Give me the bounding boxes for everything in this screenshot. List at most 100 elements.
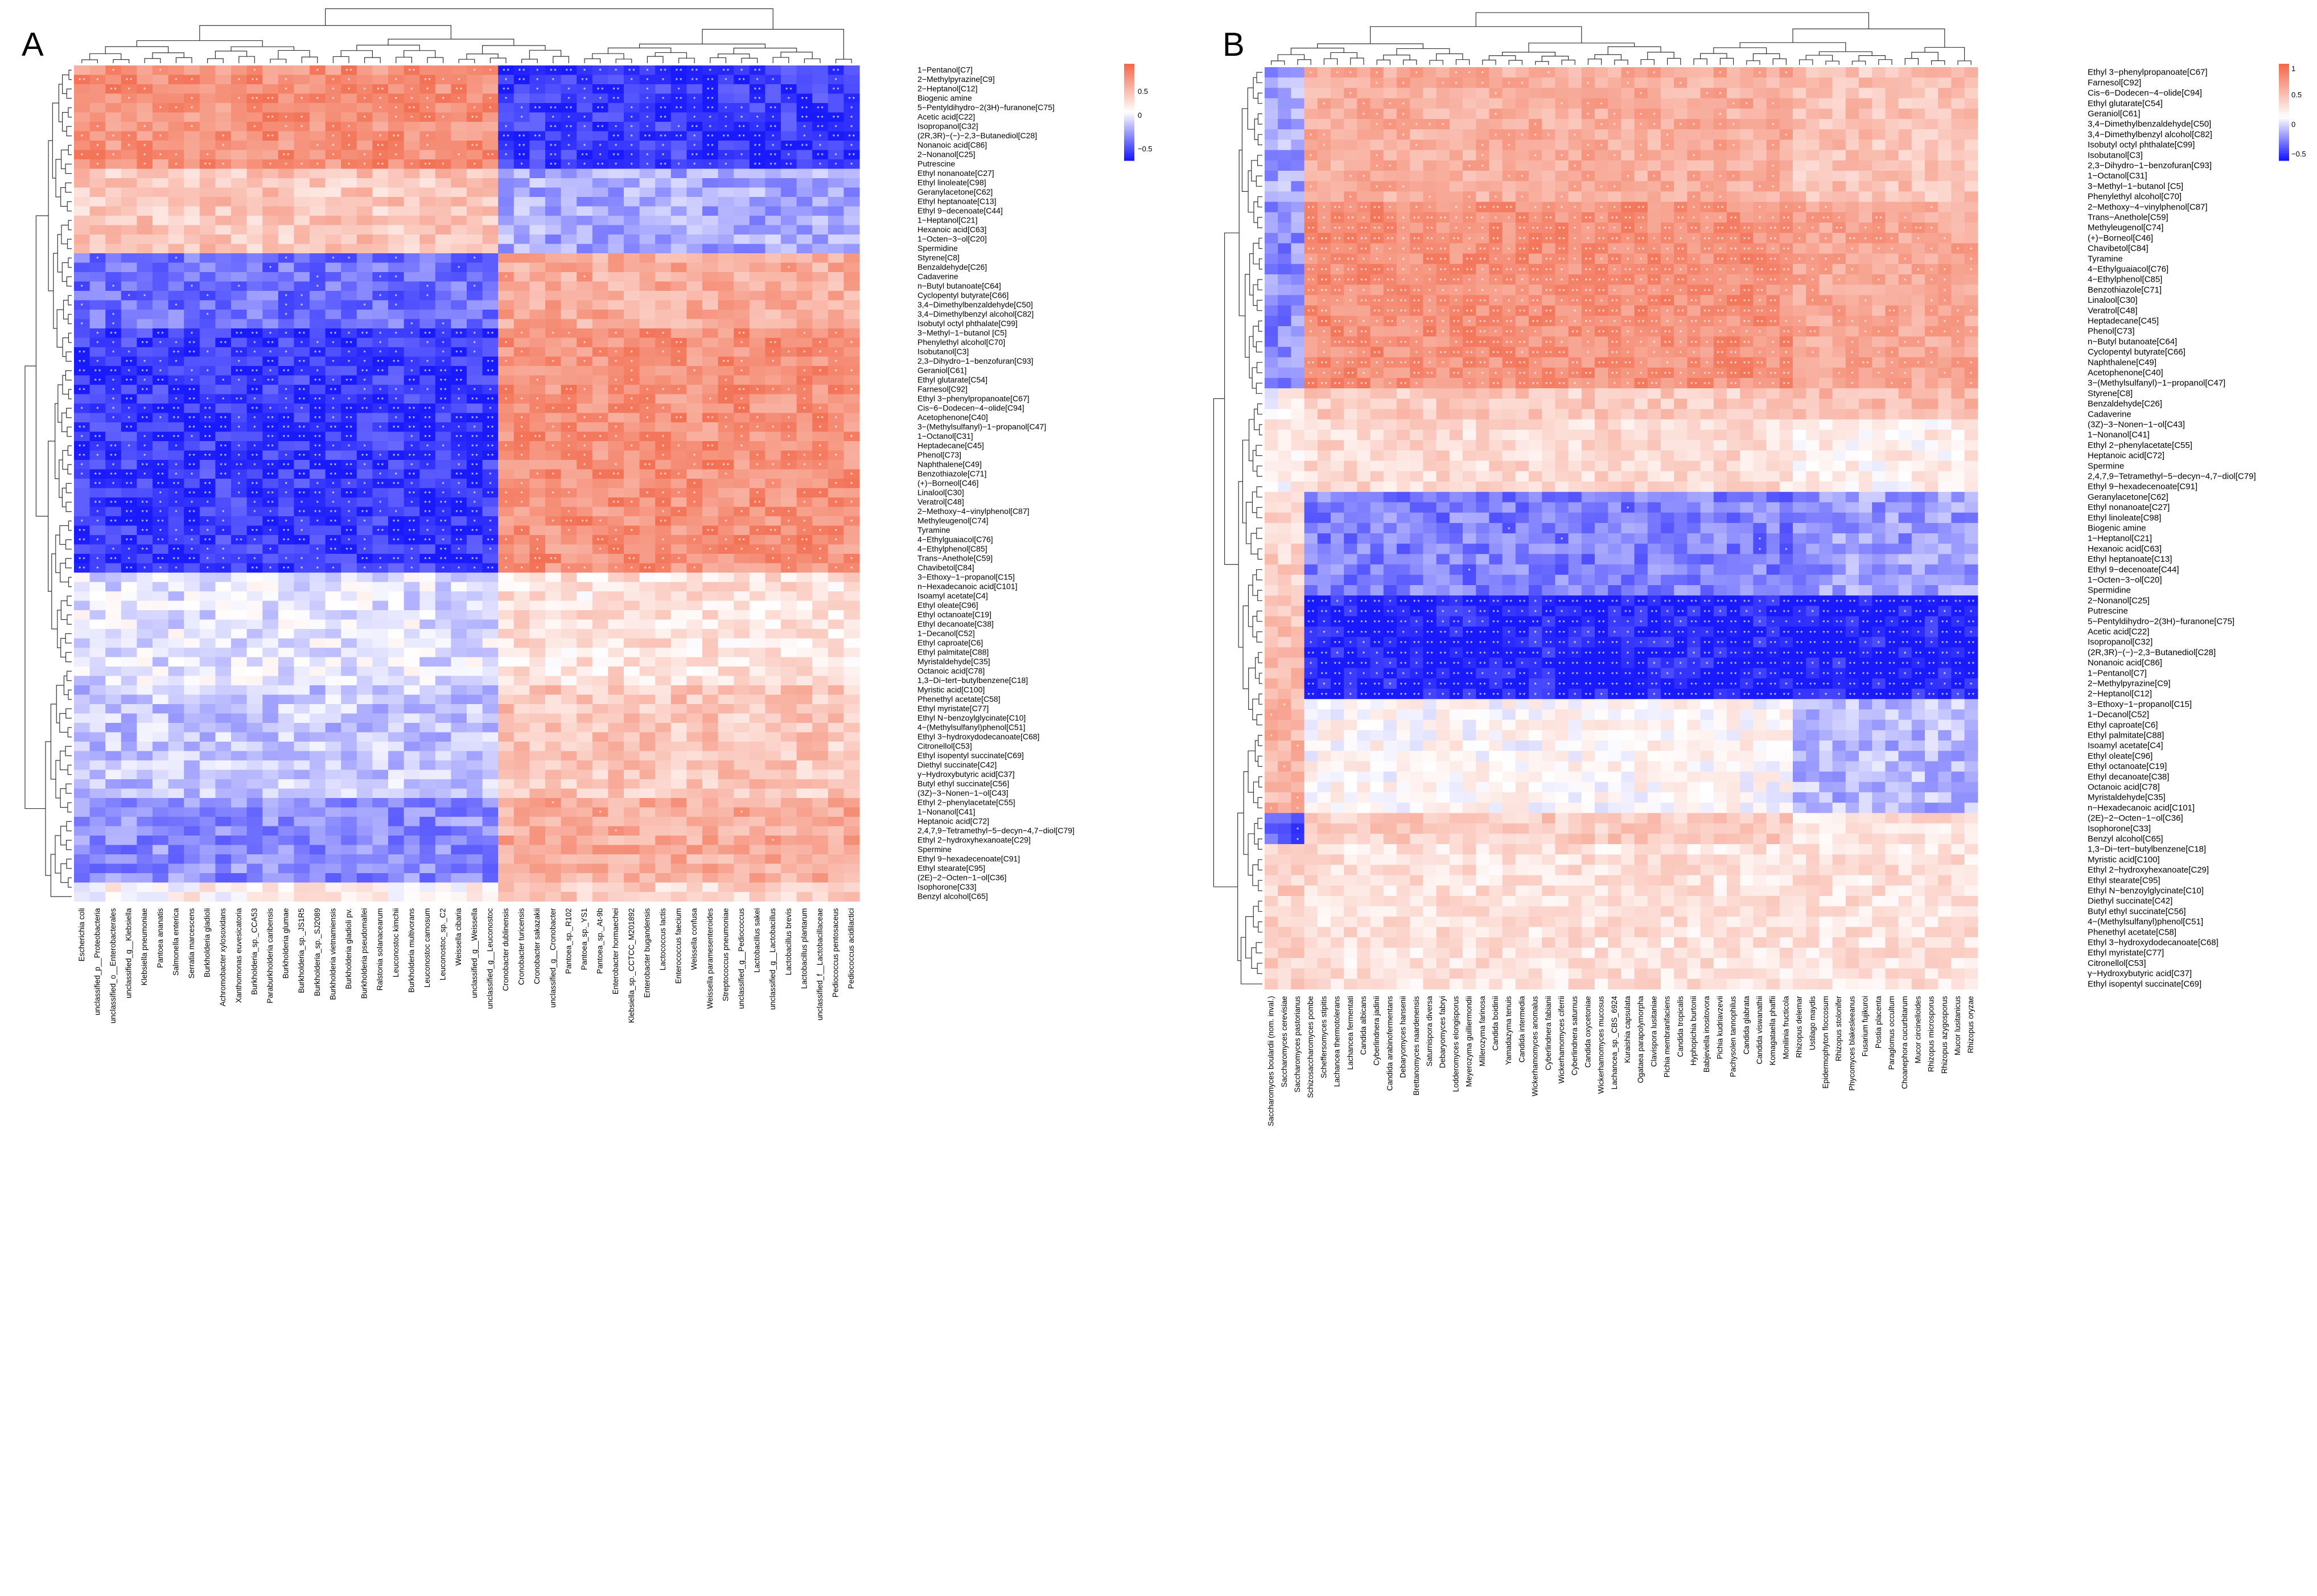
heatmap-cell — [325, 573, 341, 583]
heatmap-cell — [561, 638, 577, 648]
heatmap-cell — [608, 582, 624, 592]
heatmap-cell — [310, 262, 326, 273]
heatmap-cell — [843, 413, 860, 423]
heatmap-cell — [812, 873, 829, 883]
heatmap-cell — [74, 235, 90, 245]
heatmap-cell — [467, 84, 483, 94]
heatmap-cell — [231, 516, 248, 526]
heatmap-cell — [105, 112, 122, 122]
heatmap-cell — [734, 882, 750, 892]
heatmap-cell — [74, 338, 90, 348]
heatmap-cell — [467, 892, 483, 902]
heatmap-cell — [765, 187, 781, 198]
significance-mark: * * — [612, 87, 619, 93]
heatmap-cell — [843, 798, 860, 808]
significance-mark: * — [143, 87, 146, 93]
heatmap-cell — [262, 131, 279, 141]
heatmap-cell — [153, 723, 169, 733]
heatmap-cell — [451, 272, 467, 282]
heatmap-cell — [796, 892, 813, 902]
heatmap-cell — [89, 225, 106, 235]
significance-mark: * — [301, 124, 303, 131]
heatmap-cell — [372, 798, 389, 808]
heatmap-cell — [419, 375, 436, 385]
heatmap-cell — [577, 319, 593, 329]
heatmap-cell — [843, 817, 860, 827]
heatmap-cell — [781, 469, 797, 479]
heatmap-cell — [545, 168, 562, 179]
heatmap-cell — [482, 103, 499, 113]
heatmap-cell — [356, 168, 373, 179]
heatmap-cell — [592, 554, 608, 564]
heatmap-cell — [356, 704, 373, 714]
heatmap-cell — [529, 206, 546, 216]
heatmap-cell — [828, 469, 844, 479]
heatmap-cell — [74, 75, 90, 85]
heatmap-cell — [639, 779, 656, 789]
significance-mark: * — [646, 115, 649, 122]
heatmap-cell — [467, 319, 483, 329]
heatmap-cell — [718, 187, 734, 198]
heatmap-cell — [121, 788, 137, 799]
heatmap-cell — [718, 751, 734, 761]
heatmap-cell — [435, 751, 451, 761]
heatmap-cell — [749, 122, 766, 132]
heatmap-cell — [278, 338, 294, 348]
heatmap-cell — [828, 441, 844, 451]
heatmap-cell — [670, 826, 687, 836]
heatmap-cell — [278, 93, 294, 104]
heatmap-cell — [781, 525, 797, 536]
significance-mark: * * — [267, 96, 274, 103]
heatmap-cell — [404, 600, 420, 611]
heatmap-cell — [246, 244, 263, 254]
heatmap-cell — [435, 704, 451, 714]
heatmap-cell — [89, 863, 106, 874]
significance-mark: * — [395, 293, 398, 300]
dendrogram-branch — [65, 351, 72, 362]
heatmap-cell — [796, 826, 813, 836]
heatmap-cell — [513, 291, 530, 301]
heatmap-cell — [356, 873, 373, 883]
heatmap-cell — [498, 319, 515, 329]
dendrogram-branch — [584, 58, 601, 63]
heatmap-cell — [419, 573, 436, 583]
heatmap-cell — [404, 788, 420, 799]
heatmap-cell — [74, 291, 90, 301]
heatmap-cell — [749, 375, 766, 385]
heatmap-cell — [702, 300, 719, 310]
heatmap-cell — [199, 892, 216, 902]
heatmap-cell — [592, 751, 608, 761]
heatmap-cell — [655, 863, 672, 874]
heatmap-cell — [796, 694, 813, 705]
heatmap-cell — [828, 310, 844, 320]
heatmap-cell — [435, 460, 451, 470]
heatmap-cell — [655, 112, 672, 122]
significance-mark: * — [583, 68, 586, 75]
heatmap-cell — [246, 262, 263, 273]
heatmap-cell — [184, 300, 200, 310]
heatmap-cell — [153, 103, 169, 113]
significance-mark: * — [301, 162, 303, 168]
heatmap-cell — [310, 225, 326, 235]
heatmap-cell — [655, 582, 672, 592]
heatmap-cell — [121, 112, 137, 122]
heatmap-cell — [404, 235, 420, 245]
heatmap-cell — [513, 873, 530, 883]
heatmap-cell — [356, 131, 373, 141]
heatmap-cell — [341, 760, 357, 771]
heatmap-cell — [451, 817, 467, 827]
heatmap-cell — [498, 197, 515, 207]
heatmap-cell — [388, 582, 405, 592]
heatmap-cell — [262, 694, 279, 705]
significance-mark: * — [175, 303, 178, 310]
significance-mark: * — [363, 87, 366, 93]
significance-mark: * — [127, 134, 130, 141]
heatmap-cell — [702, 582, 719, 592]
heatmap-cell — [513, 93, 530, 104]
heatmap-cell — [435, 817, 451, 827]
heatmap-cell — [372, 591, 389, 602]
heatmap-cell — [105, 629, 122, 639]
heatmap-cell — [435, 84, 451, 94]
heatmap-cell — [325, 892, 341, 902]
heatmap-cell — [812, 356, 829, 367]
